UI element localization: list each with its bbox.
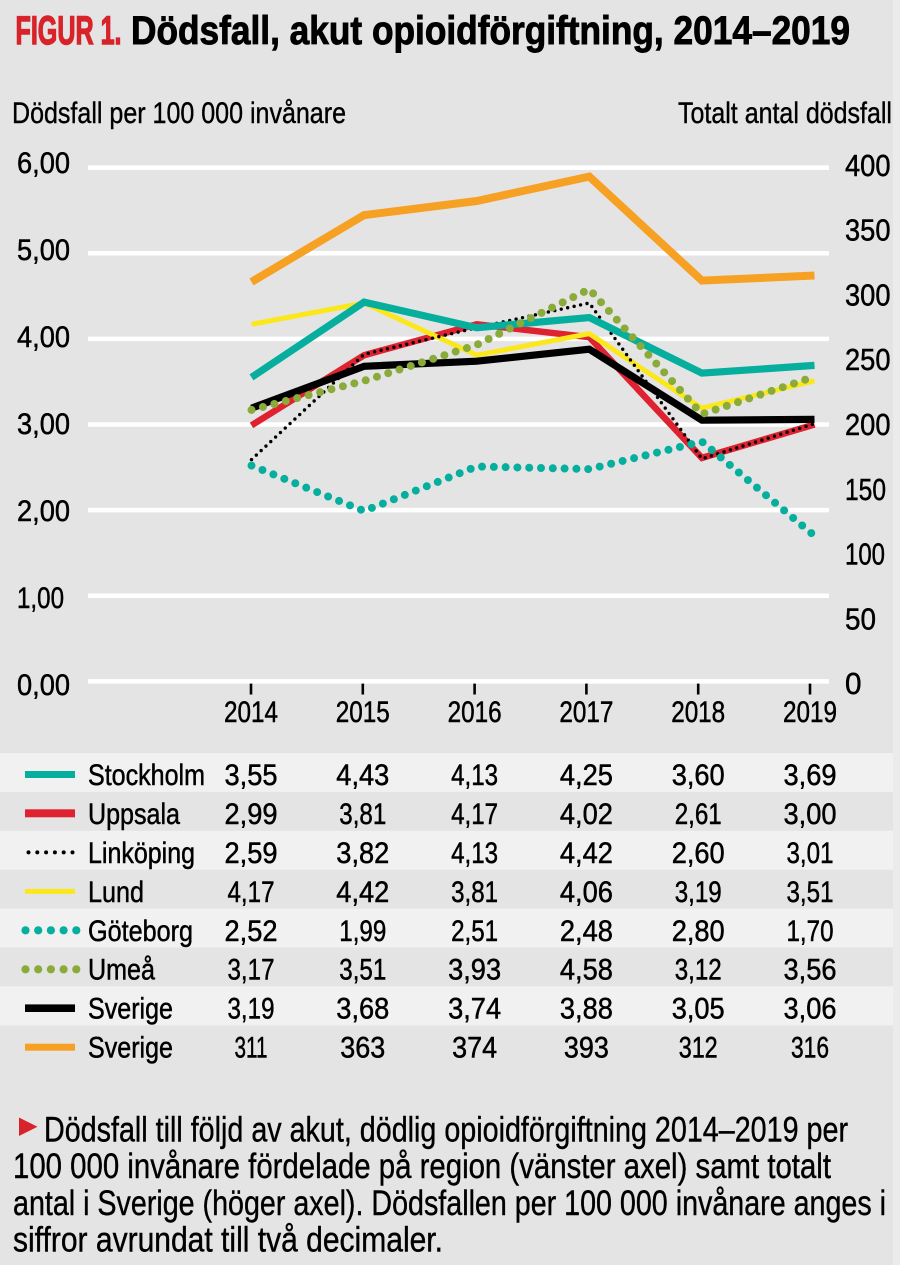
svg-text:100: 100: [845, 537, 885, 572]
svg-text:2017: 2017: [559, 696, 613, 729]
svg-text:1,70: 1,70: [787, 915, 834, 948]
svg-text:4,13: 4,13: [451, 759, 498, 792]
svg-text:312: 312: [679, 1032, 718, 1065]
svg-text:393: 393: [564, 1032, 609, 1065]
svg-text:FIGUR 1.: FIGUR 1.: [16, 9, 122, 53]
svg-text:Stockholm: Stockholm: [88, 759, 205, 792]
svg-text:Umeå: Umeå: [88, 954, 155, 987]
svg-text:2,48: 2,48: [560, 915, 613, 948]
svg-text:Linköping: Linköping: [88, 837, 195, 870]
svg-text:0,00: 0,00: [17, 669, 70, 702]
svg-text:2,59: 2,59: [225, 837, 278, 870]
svg-text:3,93: 3,93: [448, 954, 501, 987]
svg-text:400: 400: [845, 148, 891, 183]
svg-text:2,80: 2,80: [672, 915, 725, 948]
svg-text:100 000 invånare fördelade på: 100 000 invånare fördelade på region (vä…: [13, 1147, 831, 1186]
svg-text:Göteborg: Göteborg: [88, 915, 193, 948]
svg-text:Dödsfall till följd av akut, d: Dödsfall till följd av akut, dödlig opio…: [44, 1111, 848, 1150]
svg-text:3,00: 3,00: [17, 408, 70, 441]
svg-text:3,56: 3,56: [784, 954, 837, 987]
svg-text:2,51: 2,51: [451, 915, 498, 948]
svg-text:3,19: 3,19: [675, 876, 722, 909]
svg-text:Uppsala: Uppsala: [88, 798, 180, 831]
svg-text:4,06: 4,06: [560, 876, 613, 909]
svg-text:Sverige: Sverige: [88, 993, 173, 1026]
svg-text:300: 300: [845, 277, 891, 312]
svg-text:Dödsfall per 100 000 invånare: Dödsfall per 100 000 invånare: [12, 97, 346, 130]
svg-text:3,74: 3,74: [448, 993, 501, 1026]
svg-text:2,60: 2,60: [672, 837, 725, 870]
svg-text:2,52: 2,52: [225, 915, 278, 948]
svg-text:2018: 2018: [671, 696, 725, 729]
svg-text:4,17: 4,17: [451, 798, 498, 831]
svg-text:1,00: 1,00: [17, 582, 64, 615]
svg-text:4,42: 4,42: [336, 876, 389, 909]
svg-text:250: 250: [845, 342, 891, 377]
svg-text:200: 200: [845, 407, 891, 442]
svg-text:4,17: 4,17: [228, 876, 275, 909]
svg-text:4,58: 4,58: [560, 954, 613, 987]
svg-text:3,88: 3,88: [560, 993, 613, 1026]
svg-text:2016: 2016: [448, 696, 502, 729]
svg-text:4,13: 4,13: [451, 837, 498, 870]
svg-text:1,99: 1,99: [339, 915, 386, 948]
svg-text:3,12: 3,12: [675, 954, 722, 987]
svg-text:150: 150: [845, 472, 886, 507]
svg-text:4,42: 4,42: [560, 837, 613, 870]
svg-text:0: 0: [845, 666, 862, 701]
svg-text:4,02: 4,02: [560, 798, 613, 831]
svg-text:6,00: 6,00: [17, 147, 70, 180]
svg-text:Sverige: Sverige: [88, 1032, 173, 1065]
svg-text:3,60: 3,60: [672, 759, 725, 792]
svg-text:antal i Sverige (höger axel).: antal i Sverige (höger axel). Dödsfallen…: [13, 1184, 886, 1223]
svg-text:3,17: 3,17: [228, 954, 275, 987]
svg-text:3,82: 3,82: [336, 837, 389, 870]
svg-text:3,06: 3,06: [784, 993, 837, 1026]
svg-text:3,69: 3,69: [784, 759, 837, 792]
svg-text:50: 50: [845, 601, 876, 636]
svg-text:374: 374: [452, 1032, 497, 1065]
svg-text:3,00: 3,00: [784, 798, 837, 831]
svg-text:Lund: Lund: [88, 876, 144, 909]
svg-text:Dödsfall, akut opioidförgiftni: Dödsfall, akut opioidförgiftning, 2014–2…: [131, 9, 850, 53]
svg-text:4,43: 4,43: [336, 759, 389, 792]
svg-text:2014: 2014: [224, 696, 278, 729]
svg-text:363: 363: [340, 1032, 385, 1065]
svg-text:4,25: 4,25: [560, 759, 613, 792]
svg-text:3,81: 3,81: [339, 798, 386, 831]
svg-text:3,81: 3,81: [451, 876, 498, 909]
svg-text:3,05: 3,05: [672, 993, 725, 1026]
svg-text:2019: 2019: [783, 696, 837, 729]
svg-text:3,68: 3,68: [336, 993, 389, 1026]
svg-text:2015: 2015: [336, 696, 390, 729]
svg-text:316: 316: [791, 1032, 829, 1065]
svg-text:2,99: 2,99: [225, 798, 278, 831]
svg-text:311: 311: [235, 1032, 268, 1065]
svg-text:3,51: 3,51: [787, 876, 834, 909]
svg-text:3,19: 3,19: [228, 993, 275, 1026]
svg-text:2,61: 2,61: [675, 798, 722, 831]
svg-text:siffror avrundat till två deci: siffror avrundat till två decimaler.: [13, 1221, 443, 1260]
svg-text:3,51: 3,51: [339, 954, 386, 987]
svg-text:3,55: 3,55: [225, 759, 278, 792]
svg-text:5,00: 5,00: [17, 234, 70, 267]
svg-text:4,00: 4,00: [17, 321, 70, 354]
svg-text:350: 350: [845, 213, 891, 248]
svg-text:Totalt antal dödsfall: Totalt antal dödsfall: [678, 97, 892, 130]
svg-text:2,00: 2,00: [17, 495, 70, 528]
svg-text:3,01: 3,01: [787, 837, 834, 870]
